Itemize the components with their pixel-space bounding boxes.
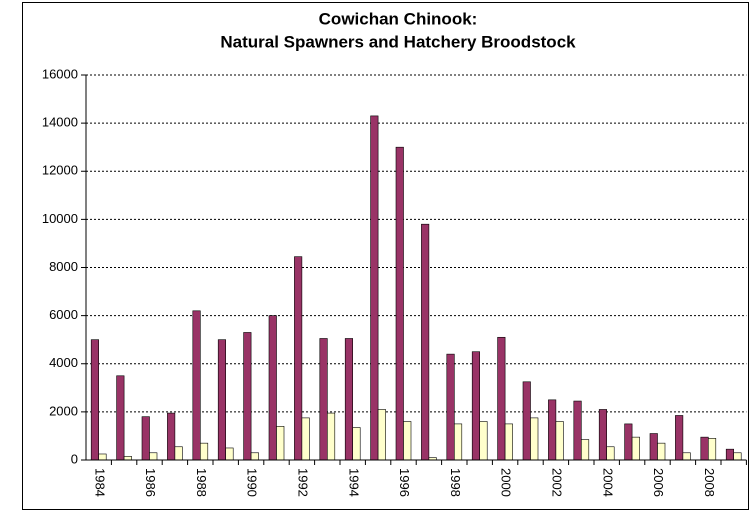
y-tick-label: 2000 [49,403,78,418]
bar [326,412,336,461]
bar [395,146,404,461]
y-tick-label: 10000 [42,211,78,226]
y-tick-label: 8000 [49,259,78,274]
bar [707,438,717,461]
bar [250,452,259,461]
bar [149,452,158,461]
bar [217,339,226,461]
x-tick-label: 2006 [651,468,666,497]
bar [471,351,481,461]
bar [453,423,463,461]
bar [192,310,201,461]
y-tick-label: 12000 [42,163,78,178]
bar [555,421,564,461]
bar [141,416,150,461]
y-tick-label: 14000 [42,115,78,130]
bar [598,409,608,461]
y-tick-label: 6000 [49,307,78,322]
bar [725,448,735,461]
bar [733,452,742,461]
bar [243,332,252,461]
bar [123,456,132,461]
bar [344,338,354,461]
bar [377,409,386,461]
bar [421,223,430,461]
bar [174,446,183,461]
bar [370,115,379,461]
x-tick-label: 2004 [600,468,615,497]
bar [301,417,310,461]
bar [675,415,684,461]
bar [657,442,666,461]
bar [497,336,506,461]
bar [573,400,582,461]
y-tick-label: 0 [71,451,78,466]
bar [116,375,125,461]
bar [268,315,277,461]
x-tick-label: 1988 [194,468,209,497]
bar [167,412,176,461]
bar [98,453,107,461]
x-tick-label: 1992 [295,468,310,497]
x-tick-label: 1998 [448,468,463,497]
bar [504,423,513,461]
bar [522,381,531,461]
x-tick-label: 1984 [92,468,107,497]
bar [319,338,328,461]
bar [631,436,640,461]
bar [446,353,455,461]
x-tick-label: 1994 [346,468,361,497]
bar [580,439,590,461]
x-tick-label: 1990 [245,468,260,497]
y-tick-label: 4000 [49,355,78,370]
x-tick-label: 2008 [702,468,717,497]
bar [624,423,633,461]
bar [606,446,615,461]
chart-title: Natural Spawners and Hatchery Broodstock [220,32,576,51]
bar [479,421,488,461]
bar [276,426,285,461]
bar [352,427,361,461]
bar [403,421,412,461]
bar [530,417,539,461]
y-tick-label: 16000 [42,66,78,81]
bar [200,442,209,461]
x-tick-label: 1996 [397,468,412,497]
bar [225,447,234,461]
bar [548,399,557,461]
x-tick-label: 2002 [549,468,564,497]
bar [682,452,691,461]
bar [90,339,99,461]
x-tick-label: 1986 [143,468,158,497]
chart-title: Cowichan Chinook: [319,9,478,28]
bar [294,256,303,461]
bar [700,436,709,461]
bar [649,433,658,461]
x-tick-label: 2000 [499,468,514,497]
